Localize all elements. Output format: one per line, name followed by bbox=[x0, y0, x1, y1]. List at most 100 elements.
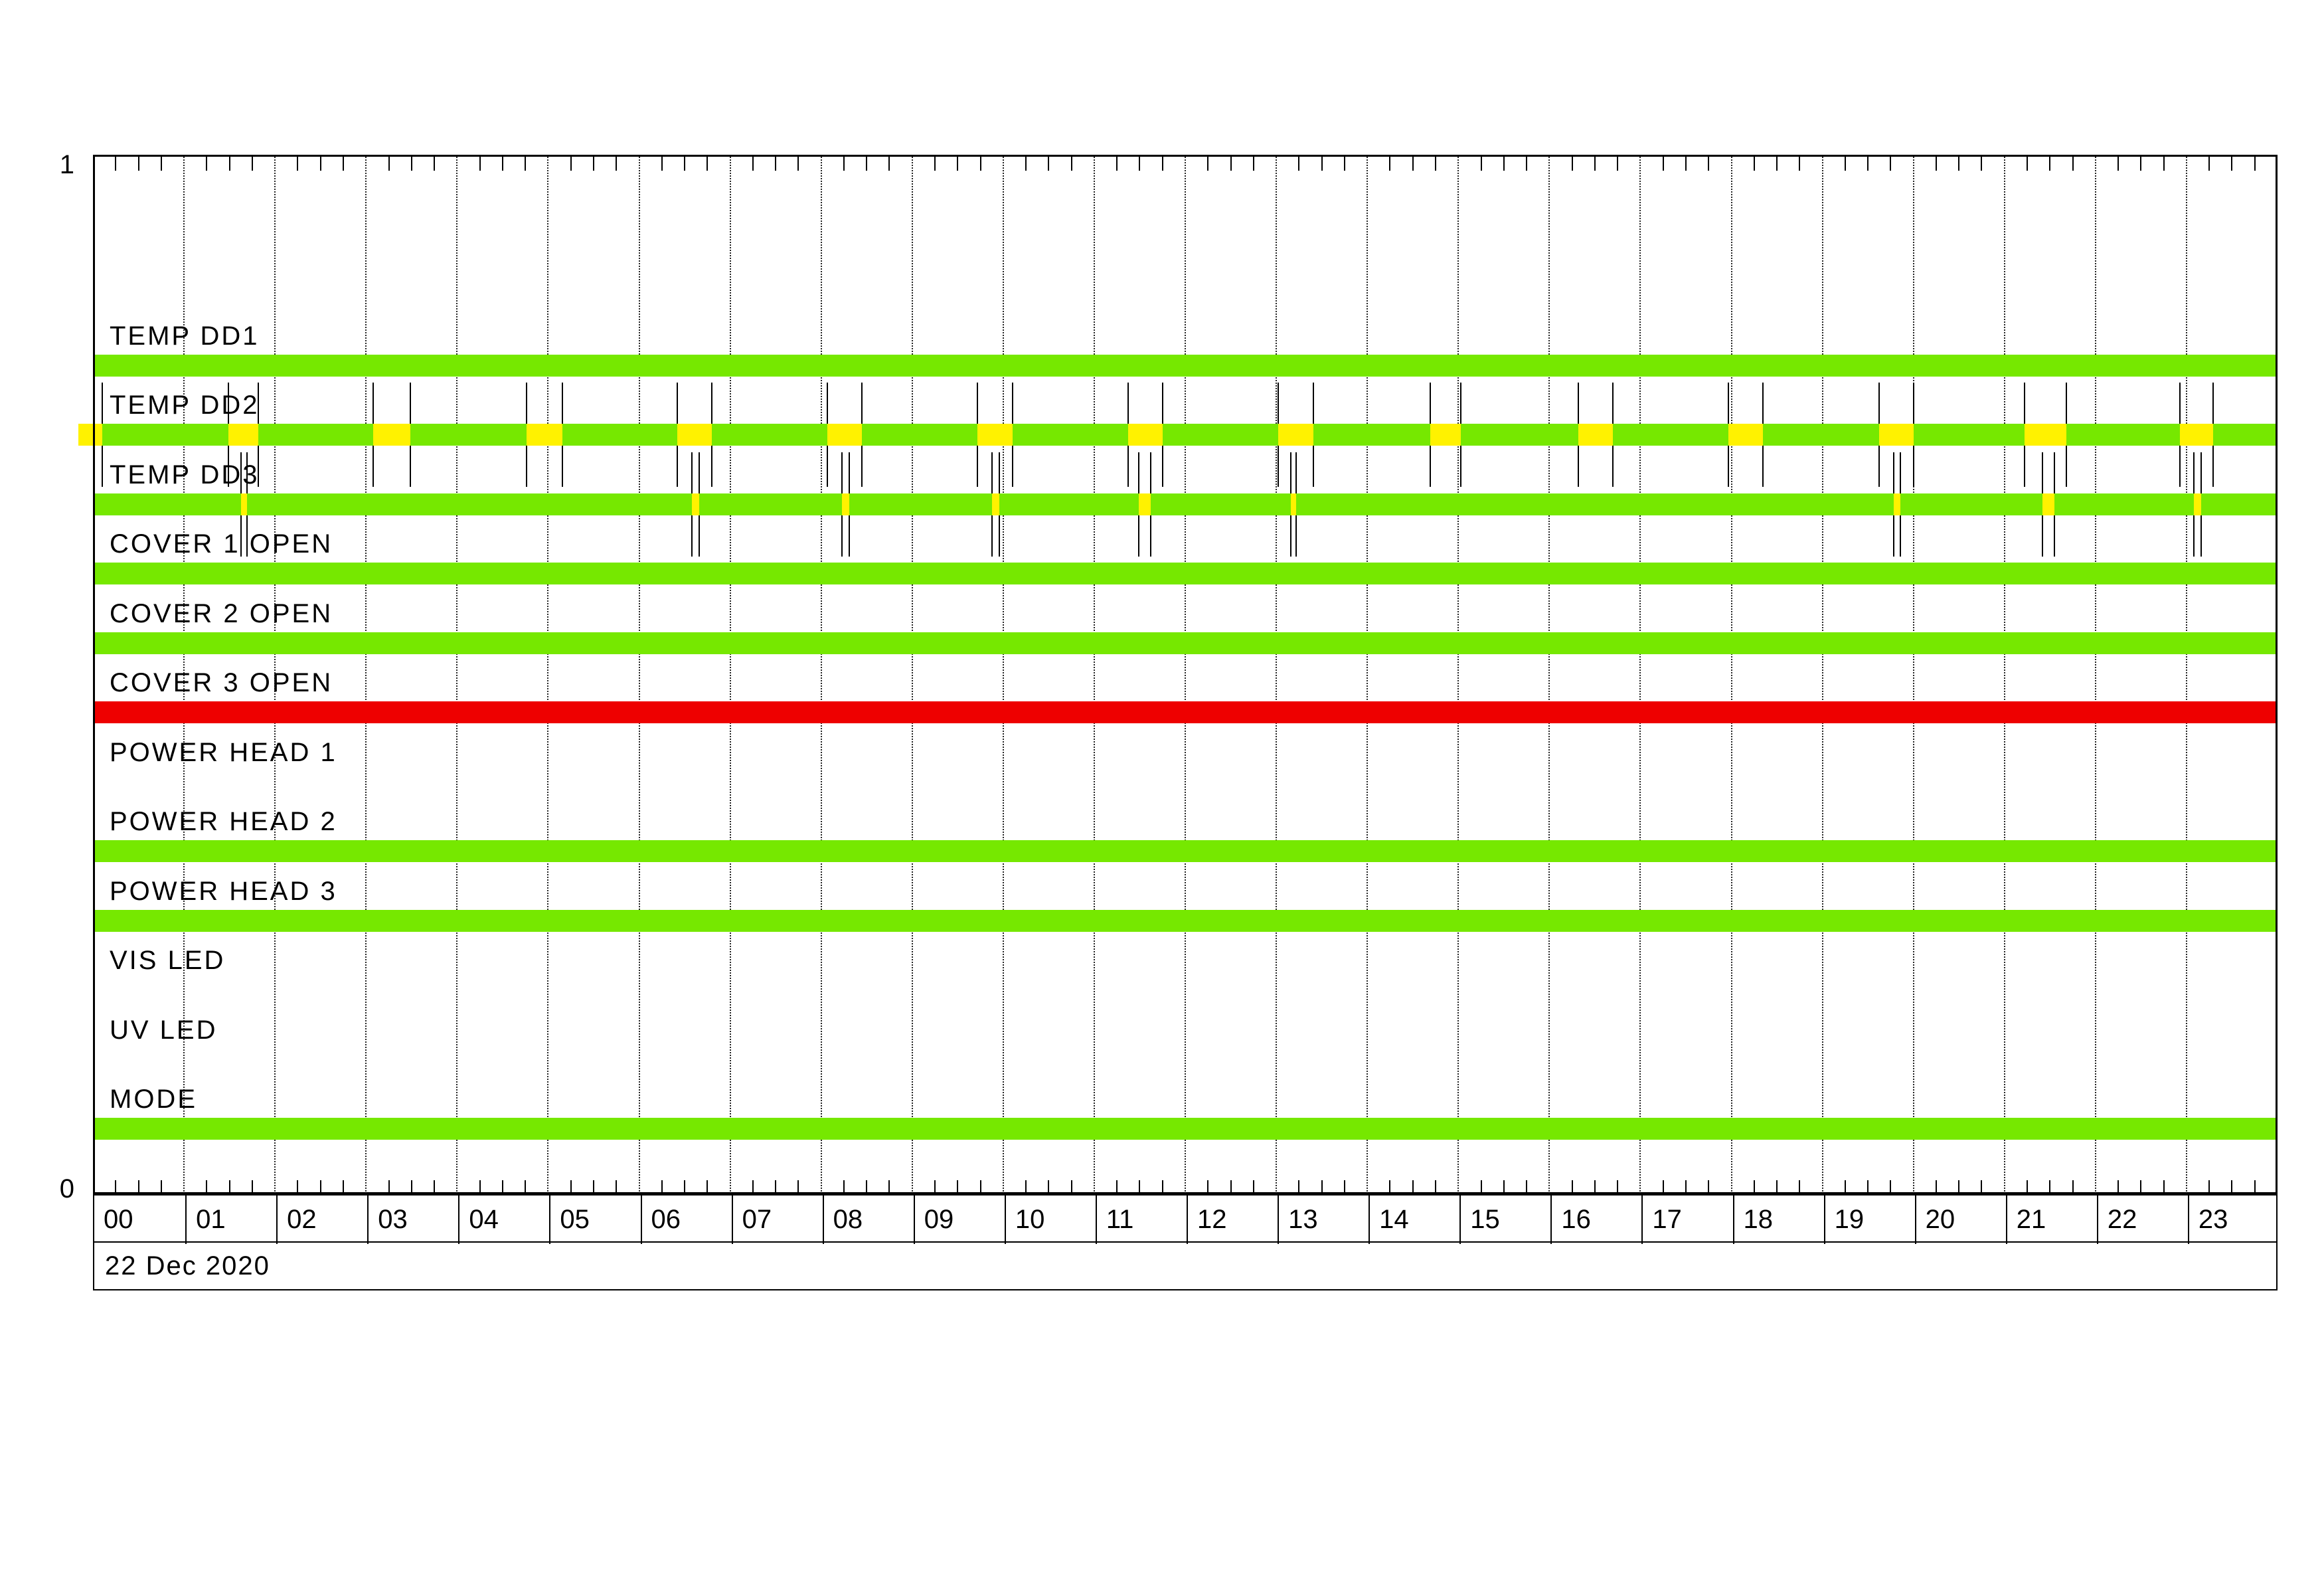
minor-tick-bottom bbox=[1867, 1180, 1869, 1194]
minor-tick-bottom bbox=[1025, 1180, 1027, 1194]
minor-tick-bottom bbox=[1571, 1180, 1573, 1194]
hour-label-14: 14 bbox=[1379, 1205, 1409, 1234]
minor-tick-top bbox=[1799, 157, 1801, 171]
transition-spike bbox=[2212, 446, 2214, 487]
minor-tick-top bbox=[228, 157, 230, 171]
minor-tick-top bbox=[1662, 157, 1664, 171]
transition-spike bbox=[2023, 383, 2025, 424]
minor-tick-top bbox=[434, 157, 436, 171]
hour-label-09: 09 bbox=[924, 1205, 954, 1234]
minor-tick-bottom bbox=[1685, 1180, 1687, 1194]
warn-segment bbox=[373, 424, 411, 446]
minor-tick-bottom bbox=[1116, 1180, 1118, 1194]
hour-cell-08: 08 bbox=[822, 1196, 914, 1244]
transition-spike bbox=[1277, 383, 1279, 424]
transition-spike bbox=[240, 515, 242, 557]
status-bar-green bbox=[93, 424, 2278, 446]
minor-tick-top bbox=[2027, 157, 2029, 171]
hour-gridline bbox=[456, 155, 458, 1194]
transition-spike bbox=[2054, 452, 2056, 493]
hour-cell-02: 02 bbox=[276, 1196, 367, 1244]
minor-tick-bottom bbox=[251, 1180, 253, 1194]
status-bar-green bbox=[93, 563, 2278, 584]
minor-tick-bottom bbox=[797, 1180, 799, 1194]
minor-tick-bottom bbox=[1958, 1180, 1960, 1194]
minor-tick-top bbox=[1025, 157, 1027, 171]
minor-tick-bottom bbox=[1662, 1180, 1664, 1194]
minor-tick-bottom bbox=[228, 1180, 230, 1194]
minor-tick-bottom bbox=[1981, 1180, 1983, 1194]
row-label-mode: MODE bbox=[110, 1085, 197, 1114]
hour-label-12: 12 bbox=[1197, 1205, 1227, 1234]
hour-cell-18: 18 bbox=[1732, 1196, 1824, 1244]
minor-tick-bottom bbox=[2072, 1180, 2074, 1194]
minor-tick-bottom bbox=[570, 1180, 572, 1194]
minor-tick-top bbox=[1617, 157, 1619, 171]
transition-spike bbox=[1127, 383, 1129, 424]
hour-gridline bbox=[1457, 155, 1459, 1194]
minor-tick-top bbox=[251, 157, 253, 171]
transition-spike bbox=[1149, 452, 1151, 493]
warn-segment bbox=[1728, 424, 1764, 446]
hour-label-08: 08 bbox=[833, 1205, 863, 1234]
status-bar-green bbox=[93, 354, 2278, 377]
transition-spike bbox=[999, 452, 1001, 493]
row-label-cover-3-open: COVER 3 OPEN bbox=[110, 668, 333, 697]
minor-tick-bottom bbox=[1161, 1180, 1163, 1194]
transition-spike bbox=[991, 452, 993, 493]
minor-tick-bottom bbox=[2163, 1180, 2165, 1194]
minor-tick-bottom bbox=[957, 1180, 959, 1194]
minor-tick-bottom bbox=[479, 1180, 481, 1194]
minor-tick-bottom bbox=[1480, 1180, 1482, 1194]
hour-gridline bbox=[1821, 155, 1823, 1194]
minor-tick-top bbox=[342, 157, 344, 171]
hour-label-05: 05 bbox=[560, 1205, 590, 1234]
hour-label-17: 17 bbox=[1652, 1205, 1682, 1234]
minor-tick-bottom bbox=[115, 1180, 117, 1194]
minor-tick-bottom bbox=[2117, 1180, 2119, 1194]
transition-spike bbox=[1900, 452, 1902, 493]
minor-tick-top bbox=[866, 157, 868, 171]
transition-spike bbox=[861, 383, 863, 424]
minor-tick-top bbox=[1230, 157, 1232, 171]
status-bar-green bbox=[93, 840, 2278, 862]
minor-tick-bottom bbox=[2254, 1180, 2256, 1194]
transition-spike bbox=[861, 446, 863, 487]
date-band: 22 Dec 2020 bbox=[93, 1243, 2278, 1290]
hour-label-01: 01 bbox=[196, 1205, 226, 1234]
row-label-temp-dd1: TEMP DD1 bbox=[110, 321, 260, 351]
minor-tick-top bbox=[1867, 157, 1869, 171]
minor-tick-top bbox=[616, 157, 618, 171]
minor-tick-bottom bbox=[137, 1180, 139, 1194]
minor-tick-top bbox=[1116, 157, 1118, 171]
minor-tick-bottom bbox=[1776, 1180, 1778, 1194]
hour-cell-19: 19 bbox=[1823, 1196, 1915, 1244]
minor-tick-bottom bbox=[297, 1180, 299, 1194]
transition-spike bbox=[1295, 515, 1297, 557]
transition-spike bbox=[1290, 452, 1292, 493]
minor-tick-bottom bbox=[1252, 1180, 1254, 1194]
minor-tick-bottom bbox=[160, 1180, 162, 1194]
minor-tick-bottom bbox=[501, 1180, 503, 1194]
hour-label-15: 15 bbox=[1470, 1205, 1500, 1234]
minor-tick-top bbox=[1708, 157, 1710, 171]
transition-spike bbox=[1728, 383, 1730, 424]
transition-spike bbox=[1127, 446, 1129, 487]
transition-spike bbox=[1912, 383, 1914, 424]
minor-tick-bottom bbox=[1298, 1180, 1300, 1194]
minor-tick-bottom bbox=[1343, 1180, 1345, 1194]
minor-tick-bottom bbox=[1412, 1180, 1414, 1194]
minor-tick-bottom bbox=[1799, 1180, 1801, 1194]
warn-segment bbox=[827, 424, 863, 446]
minor-tick-bottom bbox=[1890, 1180, 1892, 1194]
hour-cell-17: 17 bbox=[1641, 1196, 1732, 1244]
minor-tick-bottom bbox=[2027, 1180, 2029, 1194]
transition-spike bbox=[849, 515, 851, 557]
y-axis-top-label: 1 bbox=[59, 150, 74, 179]
hour-cell-11: 11 bbox=[1095, 1196, 1187, 1244]
minor-tick-top bbox=[706, 157, 708, 171]
row-label-vis-led: VIS LED bbox=[110, 946, 226, 975]
minor-tick-top bbox=[297, 157, 299, 171]
transition-spike bbox=[711, 446, 713, 487]
